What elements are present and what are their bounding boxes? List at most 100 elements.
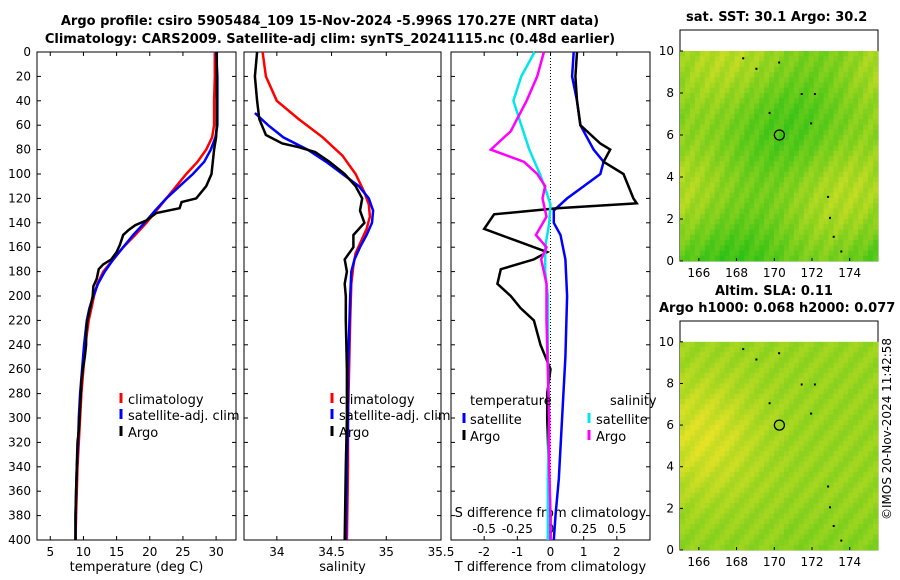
- map-cell: [863, 482, 869, 488]
- map-cell: [699, 87, 706, 94]
- map-cell: [764, 435, 770, 442]
- map-cell: [734, 399, 740, 405]
- map-cell: [769, 461, 775, 468]
- map-cell: [873, 523, 879, 530]
- map-cell: [793, 471, 800, 478]
- map-cell: [754, 51, 760, 57]
- map-y-tick-label: 4: [666, 170, 674, 184]
- map-cell: [749, 129, 755, 136]
- map-cell: [724, 177, 730, 183]
- map-cell: [754, 82, 760, 89]
- map-cell: [838, 544, 844, 551]
- map-cell: [749, 404, 755, 410]
- map-cell: [714, 419, 720, 426]
- map-cell: [709, 171, 716, 178]
- map-cell: [818, 182, 824, 188]
- map-cell: [769, 492, 775, 499]
- map-cell: [798, 93, 805, 99]
- map-cell: [779, 124, 785, 131]
- x-axis-label: temperature (deg C): [70, 560, 204, 575]
- map-cell: [863, 352, 869, 358]
- map-cell: [680, 198, 686, 204]
- map-cell: [749, 529, 755, 535]
- map-cell: [783, 72, 790, 78]
- map-cell: [749, 82, 755, 89]
- map-cell: [868, 518, 874, 525]
- map-cell: [868, 440, 874, 447]
- map-cell: [843, 477, 849, 483]
- map-cell: [719, 250, 725, 257]
- map-cell: [774, 51, 780, 57]
- map-cell: [838, 203, 844, 209]
- map-cell: [684, 414, 691, 421]
- map-cell: [873, 156, 879, 162]
- map-cell: [828, 166, 834, 173]
- map-cell: [774, 414, 780, 421]
- map-cell: [694, 347, 701, 353]
- map-cell: [838, 430, 844, 436]
- map-cell: [729, 145, 735, 152]
- map-cell: [783, 177, 790, 183]
- map-cell: [694, 208, 701, 215]
- map-cell: [813, 245, 819, 251]
- map-cell: [808, 187, 815, 194]
- map-cell: [848, 539, 854, 546]
- map-cell: [833, 347, 839, 353]
- map-cell: [699, 150, 706, 157]
- map-cell: [833, 378, 839, 384]
- map-cell: [858, 393, 864, 400]
- map-cell: [853, 150, 859, 157]
- map-cell: [833, 388, 839, 395]
- map-cell: [779, 513, 785, 520]
- map-cell: [873, 461, 879, 468]
- x-tick-label: -2: [478, 545, 490, 559]
- map-cell: [714, 150, 720, 157]
- map-cell: [744, 208, 750, 215]
- map-cell: [779, 534, 785, 540]
- map-cell: [719, 487, 725, 494]
- map-cell: [853, 399, 859, 405]
- map-cell: [724, 362, 730, 369]
- map-cell: [764, 161, 770, 167]
- map-cell: [813, 103, 819, 110]
- map-cell: [833, 150, 839, 157]
- map-cell: [754, 544, 760, 551]
- map-cell: [843, 440, 849, 447]
- map-cell: [793, 119, 800, 125]
- map-cell: [853, 352, 859, 358]
- map-cell: [744, 383, 750, 390]
- map-cell: [798, 87, 805, 94]
- map-cell: [729, 367, 735, 374]
- map-cell: [714, 404, 720, 410]
- map-cell: [793, 72, 800, 78]
- map-cell: [739, 347, 745, 353]
- map-cell: [759, 77, 765, 83]
- map-cell: [739, 140, 745, 146]
- map-cell: [873, 539, 879, 546]
- map-cell: [734, 156, 740, 162]
- map-cell: [853, 425, 859, 431]
- map-cell: [704, 399, 711, 405]
- map-cell: [734, 471, 740, 478]
- map-cell: [684, 161, 691, 167]
- map-cell: [680, 66, 686, 73]
- map-cell: [759, 140, 765, 146]
- map-cell: [680, 383, 686, 390]
- map-cell: [769, 451, 775, 457]
- map-cell: [818, 145, 824, 152]
- map-cell: [853, 388, 859, 395]
- map-cell: [783, 539, 790, 546]
- map-cell: [754, 156, 760, 162]
- map-cell: [798, 129, 805, 136]
- map-cell: [779, 240, 785, 246]
- map-cell: [680, 87, 686, 94]
- map-cell: [724, 523, 730, 530]
- map-cell: [808, 357, 815, 364]
- map-cell: [759, 409, 765, 416]
- map-cell: [714, 451, 720, 457]
- map-cell: [833, 224, 839, 230]
- map-cell: [774, 93, 780, 99]
- map-cell: [699, 166, 706, 173]
- map-cell: [709, 482, 716, 488]
- map-cell: [858, 357, 864, 364]
